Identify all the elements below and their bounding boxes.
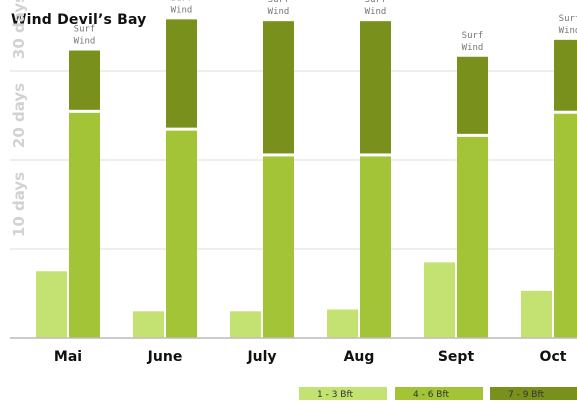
y-axis-labels: 10 days 20 days 30 days (10, 0, 28, 237)
surf-wind-label: Surf (268, 0, 290, 5)
surf-wind-label: Wind (74, 37, 96, 47)
bar-annotations: Surf Wind Surf Wind Surf Wind Surf Wind Surf Wind… (74, 0, 577, 53)
surf-wind-label: Wind (365, 7, 387, 17)
bar-7-9-bft (360, 21, 391, 154)
bar-1-3-bft (424, 262, 455, 338)
chart-title: Wind Devil’s Bay (11, 12, 147, 28)
legend: 1 - 3 Bft 4 - 6 Bft 7 - 9 Bft (299, 387, 577, 400)
bar-7-9-bft (457, 56, 488, 134)
bar-4-6-bft (69, 112, 100, 338)
x-tick-label: Sept (438, 349, 475, 365)
x-tick-label: June (147, 349, 183, 365)
x-tick-label: July (246, 349, 276, 365)
legend-label: 1 - 3 Bft (317, 390, 353, 400)
x-tick-label: Mai (54, 349, 82, 365)
bar-7-9-bft (69, 50, 100, 110)
surf-wind-label: Wind (268, 7, 290, 17)
surf-wind-label: Surf (74, 25, 96, 35)
surf-wind-label: Wind (559, 26, 577, 36)
legend-label: 7 - 9 Bft (508, 390, 544, 400)
surf-wind-label: Surf (365, 0, 387, 5)
legend-swatch (395, 387, 483, 400)
y-tick-label: 30 days (10, 0, 28, 59)
surf-wind-label: Wind (462, 43, 484, 53)
bar-4-6-bft (360, 156, 391, 338)
legend-swatch (299, 387, 387, 400)
bars (36, 19, 577, 338)
y-tick-label: 20 days (10, 83, 28, 148)
bar-1-3-bft (36, 271, 67, 338)
bar-1-3-bft (230, 311, 261, 338)
bar-7-9-bft (554, 39, 577, 111)
bar-4-6-bft (457, 136, 488, 338)
bar-1-3-bft (521, 290, 552, 338)
bar-7-9-bft (166, 19, 197, 128)
bar-4-6-bft (166, 130, 197, 338)
legend-item: 1 - 3 Bft (299, 387, 387, 400)
y-tick-label: 10 days (10, 172, 28, 237)
surf-wind-label: Surf (171, 0, 193, 3)
legend-swatch (490, 387, 577, 400)
surf-wind-label: Surf (559, 14, 577, 24)
bar-4-6-bft (263, 156, 294, 338)
legend-item: 7 - 9 Bft (490, 387, 577, 400)
bar-4-6-bft (554, 113, 577, 338)
legend-label: 4 - 6 Bft (413, 390, 449, 400)
bar-1-3-bft (327, 309, 358, 338)
x-tick-label: Oct (540, 349, 567, 365)
legend-item: 4 - 6 Bft (395, 387, 483, 400)
x-tick-label: Aug (344, 349, 375, 365)
surf-wind-label: Wind (171, 5, 193, 15)
bar-7-9-bft (263, 21, 294, 154)
x-axis-labels: Mai June July Aug Sept Oct (54, 349, 567, 365)
bar-1-3-bft (133, 311, 164, 338)
surf-wind-label: Surf (462, 31, 484, 41)
